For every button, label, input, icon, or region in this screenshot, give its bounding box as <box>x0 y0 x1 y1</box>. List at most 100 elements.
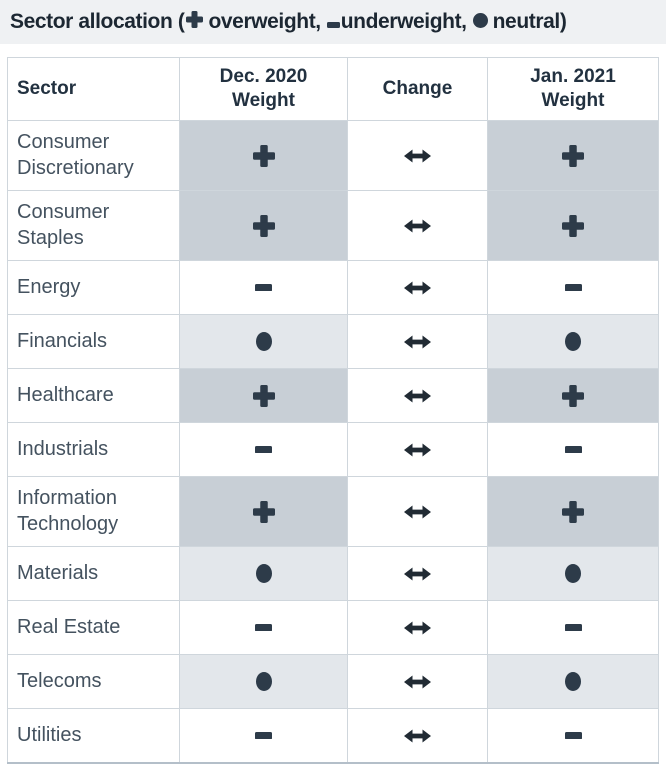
plus-icon <box>562 384 584 407</box>
minus-icon <box>255 445 272 454</box>
left-right-arrow-icon <box>404 729 431 742</box>
circle-icon <box>565 672 581 691</box>
column-header-jan-2021-weight: Jan. 2021 Weight <box>487 57 659 121</box>
table-row: Consumer Discretionary <box>7 120 659 191</box>
legend-overweight-label: overweight, <box>208 10 321 33</box>
jan-2021-weight-cell <box>487 422 659 477</box>
minus-icon <box>255 731 272 740</box>
table-row: Utilities <box>7 708 659 764</box>
circle-icon <box>565 564 581 583</box>
left-right-arrow-icon <box>404 281 431 294</box>
jan-2021-weight-cell <box>487 708 659 764</box>
jan-2021-weight-cell <box>487 260 659 315</box>
minus-icon <box>326 22 340 28</box>
change-cell <box>347 654 488 709</box>
change-cell <box>347 600 488 655</box>
sector-name: Telecoms <box>7 654 180 709</box>
plus-icon <box>562 144 584 167</box>
dec-2020-weight-cell <box>179 476 348 547</box>
change-cell <box>347 546 488 601</box>
table-row: Telecoms <box>7 654 659 709</box>
legend-overweight-symbol <box>186 11 204 28</box>
change-cell <box>347 476 488 547</box>
plus-icon <box>252 214 275 237</box>
left-right-arrow-icon <box>404 443 431 456</box>
circle-icon <box>565 332 581 351</box>
change-cell <box>347 422 488 477</box>
sector-name: Consumer Staples <box>7 190 180 261</box>
dec-2020-weight-cell <box>179 260 348 315</box>
dec-2020-weight-cell <box>179 120 348 191</box>
sector-name: Healthcare <box>7 368 180 423</box>
left-right-arrow-icon <box>404 389 431 402</box>
change-cell <box>347 190 488 261</box>
left-right-arrow-icon <box>404 335 431 348</box>
plus-icon <box>252 384 275 407</box>
legend-neutral-label: neutral) <box>492 10 567 33</box>
title-legend: overweight, underweight, neutral) <box>184 10 567 34</box>
minus-icon <box>564 623 582 632</box>
sector-allocation-table: Sector Dec. 2020 Weight Change Jan. 2021 Weig… <box>7 57 659 764</box>
sector-name: Financials <box>7 314 180 369</box>
page-title: Sector allocation ( <box>10 10 185 33</box>
change-cell <box>347 708 488 764</box>
table-row: Healthcare <box>7 368 659 423</box>
legend-neutral-symbol <box>472 13 488 28</box>
dec-2020-weight-cell <box>179 314 348 369</box>
jan-2021-weight-cell <box>487 546 659 601</box>
dec-2020-weight-cell <box>179 654 348 709</box>
column-header-dec-2020-weight: Dec. 2020 Weight <box>179 57 348 121</box>
table-row: Energy <box>7 260 659 315</box>
dec-2020-weight-cell <box>179 600 348 655</box>
jan-2021-weight-cell <box>487 600 659 655</box>
column-header-sector: Sector <box>7 57 180 121</box>
minus-icon <box>564 731 582 740</box>
minus-icon <box>564 445 582 454</box>
plus-icon <box>186 11 204 28</box>
jan-2021-weight-cell <box>487 120 659 191</box>
minus-icon <box>255 623 272 632</box>
circle-icon <box>472 13 488 28</box>
sector-name: Consumer Discretionary <box>7 120 180 191</box>
sector-name: Industrials <box>7 422 180 477</box>
left-right-arrow-icon <box>404 621 431 634</box>
table-row: Financials <box>7 314 659 369</box>
dec-2020-weight-cell <box>179 190 348 261</box>
minus-icon <box>564 283 582 292</box>
circle-icon <box>255 332 272 351</box>
sector-name: Materials <box>7 546 180 601</box>
change-cell <box>347 368 488 423</box>
table-body: Consumer Discretionary Consumer Staples En… <box>7 120 659 764</box>
dec-2020-weight-cell <box>179 422 348 477</box>
sector-name: Energy <box>7 260 180 315</box>
left-right-arrow-icon <box>404 505 431 518</box>
jan-2021-weight-cell <box>487 476 659 547</box>
jan-2021-weight-cell <box>487 368 659 423</box>
jan-2021-weight-cell <box>487 314 659 369</box>
left-right-arrow-icon <box>404 149 431 162</box>
dec-2020-weight-cell <box>179 708 348 764</box>
table-row: Real Estate <box>7 600 659 655</box>
legend-underweight-symbol <box>326 22 340 28</box>
plus-icon <box>252 144 275 167</box>
left-right-arrow-icon <box>404 675 431 688</box>
plus-icon <box>562 500 584 523</box>
legend-underweight-label: underweight, <box>340 10 467 33</box>
sector-name: Real Estate <box>7 600 180 655</box>
table-row: Materials <box>7 546 659 601</box>
table-row: Industrials <box>7 422 659 477</box>
change-cell <box>347 120 488 191</box>
sector-name: Utilities <box>7 708 180 764</box>
dec-2020-weight-cell <box>179 368 348 423</box>
sector-name: Information Technology <box>7 476 180 547</box>
circle-icon <box>255 672 272 691</box>
table-row: Consumer Staples <box>7 190 659 261</box>
minus-icon <box>255 283 272 292</box>
table-header-row: Sector Dec. 2020 Weight Change Jan. 2021 Weig… <box>7 57 659 121</box>
left-right-arrow-icon <box>404 219 431 232</box>
change-cell <box>347 314 488 369</box>
plus-icon <box>562 214 584 237</box>
table-row: Information Technology <box>7 476 659 547</box>
left-right-arrow-icon <box>404 567 431 580</box>
jan-2021-weight-cell <box>487 654 659 709</box>
